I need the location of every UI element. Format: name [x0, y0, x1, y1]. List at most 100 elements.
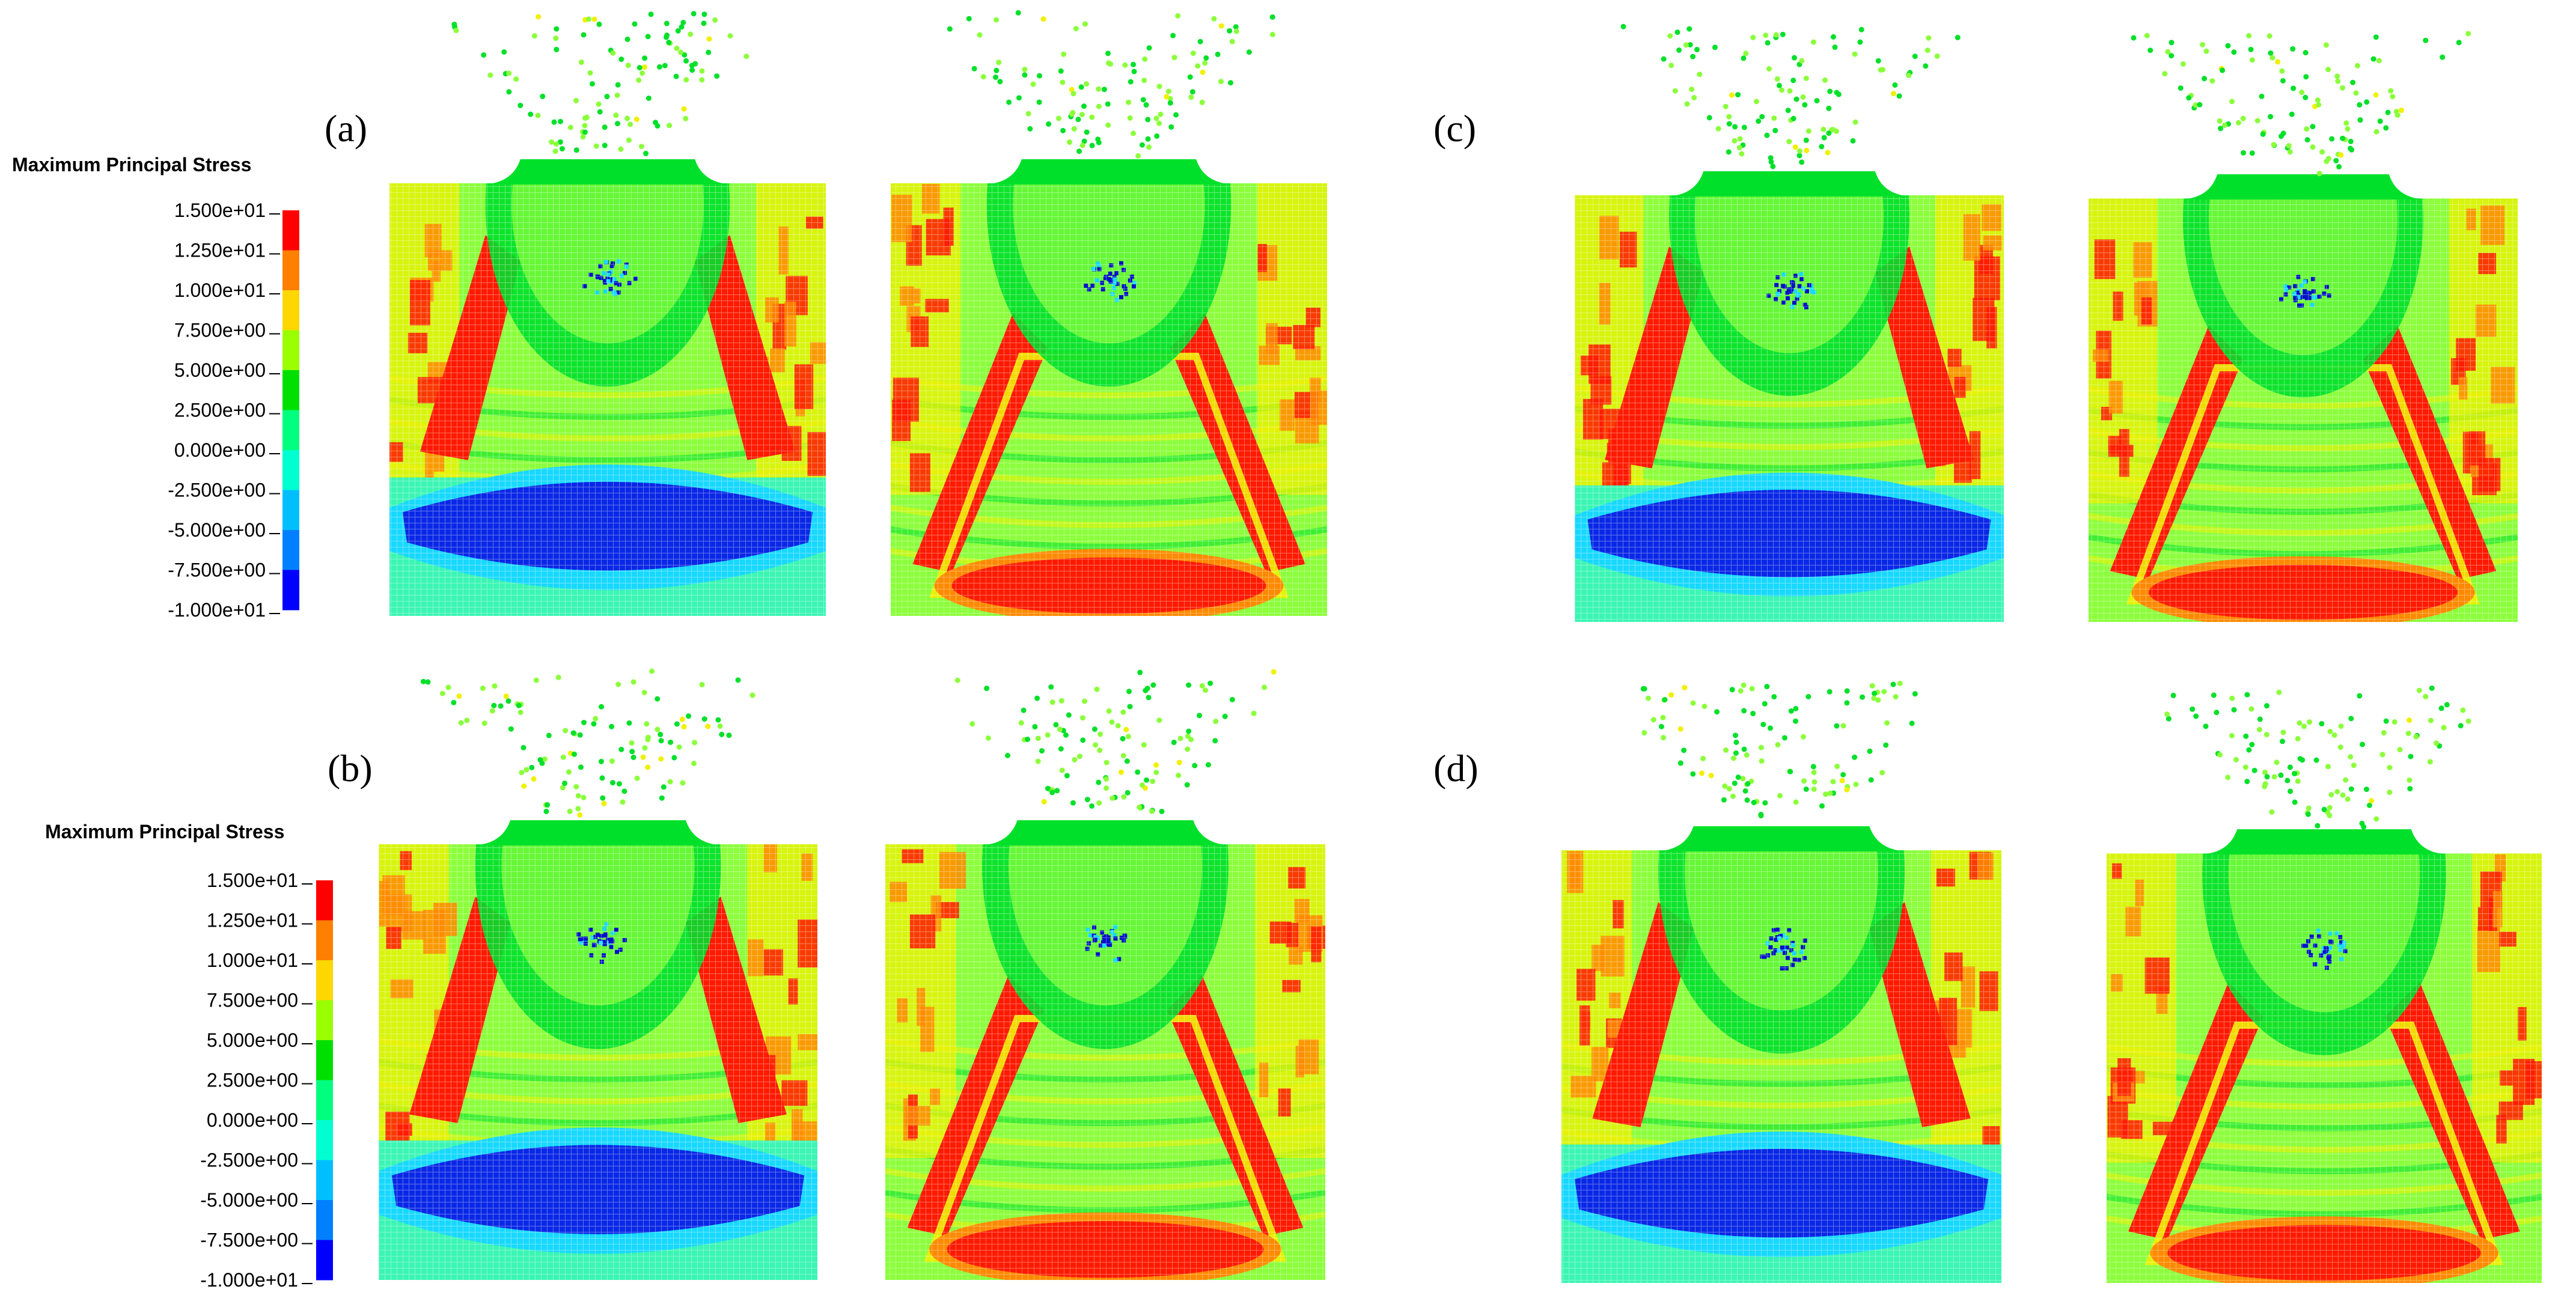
ejecta-particle [688, 31, 694, 37]
ejecta-particle [1203, 687, 1209, 693]
ejecta-particle [1109, 795, 1116, 801]
ejecta-particle [1159, 808, 1165, 814]
ejecta-particle [1852, 51, 1858, 57]
ejecta-particle [980, 74, 986, 80]
ejecta-particle [1726, 149, 1732, 155]
ejecta-particle [1723, 103, 1729, 109]
ejecta-particle [2335, 78, 2341, 84]
ejecta-particle [581, 794, 587, 800]
legend-tick-label: -7.500e+00 [200, 1229, 298, 1251]
ejecta-particle [2291, 85, 2297, 91]
ejecta-particle [1175, 13, 1181, 19]
ejecta-particle [1018, 720, 1024, 726]
ejecta-particle [2385, 109, 2391, 115]
ejecta-particle [683, 115, 689, 121]
ejecta-particle [1722, 783, 1728, 789]
ejecta-particle [1741, 682, 1747, 688]
ejecta-particle [674, 46, 680, 52]
ejecta-particle [2465, 31, 2471, 37]
ejecta-particle [1764, 132, 1770, 138]
ejecta-particle [2231, 49, 2237, 55]
ejecta-particle [1187, 74, 1193, 80]
ejecta-particle [642, 64, 648, 70]
ejecta-particle [2193, 102, 2199, 108]
ejecta-particle [1758, 812, 1764, 818]
ejecta-particle [1668, 62, 1674, 69]
ejecta-mound [1649, 826, 1914, 852]
ejecta-particle [581, 32, 587, 38]
ejecta-particle [1084, 129, 1090, 135]
ejecta-particle [489, 708, 495, 714]
ejecta-particle [1830, 779, 1836, 785]
ejecta-particle [993, 17, 1000, 23]
ejecta-particle [701, 20, 707, 26]
ejecta-particle [1145, 136, 1151, 142]
ejecta-particle [2427, 759, 2433, 765]
ejecta-particle [2373, 92, 2379, 98]
ejecta-particle [1158, 111, 1164, 117]
ejecta-particle [969, 721, 975, 727]
ejecta-particle [1084, 796, 1090, 802]
ejecta-particle [2254, 118, 2260, 124]
ejecta-particle [2359, 820, 2365, 826]
ejecta-particle [1131, 69, 1137, 75]
ejecta-particle [549, 139, 555, 145]
ejecta-particle [2268, 50, 2274, 56]
ejecta-particle [2264, 774, 2270, 780]
ejecta-particle [1955, 34, 1961, 40]
ejecta-particle [1049, 790, 1055, 796]
ejecta-particle [1120, 753, 1126, 759]
ejecta-particle [618, 146, 624, 152]
ejecta-particle [517, 102, 523, 108]
stress-contour-plot-a-type [1575, 23, 2004, 622]
ejecta-particle [1799, 159, 1805, 165]
ejecta-particle [1712, 44, 1718, 50]
ejecta-particle [993, 67, 1000, 73]
ejecta-particle [1036, 99, 1042, 105]
ejecta-particle [1844, 688, 1850, 694]
ejecta-particle [2271, 142, 2277, 148]
ejecta-particle [1833, 128, 1839, 134]
ejecta-particle [2292, 799, 2298, 805]
ejecta-particle [629, 749, 635, 755]
ejecta-particle [1799, 58, 1805, 64]
ejecta-particle [566, 769, 572, 775]
ejecta-particle [2274, 760, 2280, 766]
ejecta-particle [2423, 37, 2429, 43]
legend-swatch [316, 1120, 333, 1160]
ejecta-particle [1662, 696, 1668, 702]
stress-contour-plot-b-type [891, 10, 1327, 616]
ejecta-particle [537, 757, 543, 763]
ejecta-particle [535, 112, 541, 118]
ejecta-particle [508, 726, 514, 732]
ejecta-particle [519, 770, 525, 776]
ejecta-particle [996, 59, 1002, 65]
ejecta-particle [639, 70, 646, 76]
legend-swatch [316, 1080, 333, 1121]
ejecta-particle [666, 40, 672, 46]
legend-swatch [316, 1240, 333, 1281]
ejecta-mound [978, 159, 1240, 185]
ejecta-particle [1005, 752, 1011, 758]
ejecta-particle [2307, 719, 2313, 725]
ejecta-particle [1176, 772, 1182, 778]
ejecta-particle [1137, 669, 1143, 675]
ejecta-particle [602, 124, 608, 130]
ejecta-particle [1767, 725, 1773, 731]
mesh-overlay [891, 183, 1327, 616]
ejecta-particle [618, 746, 624, 752]
ejecta-particle [1229, 696, 1235, 702]
ejecta-particle [2244, 778, 2250, 784]
ejecta-particle [1736, 145, 1742, 151]
ejecta-particle [1058, 698, 1064, 704]
ejecta-particle [1667, 33, 1673, 39]
stress-legend-top: Maximum Principal Stress 1.500e+01 1.250e… [12, 154, 299, 621]
ejecta-mound [2193, 829, 2455, 855]
ejecta-particle [680, 19, 686, 25]
ejecta-particle [1822, 791, 1828, 797]
ejecta-particle [1076, 754, 1082, 760]
ejecta-particle [1171, 55, 1177, 61]
legend-tick-label: 1.250e+01 [174, 240, 266, 261]
ejecta-particle [1796, 148, 1802, 154]
ejecta-particle [1072, 757, 1078, 763]
